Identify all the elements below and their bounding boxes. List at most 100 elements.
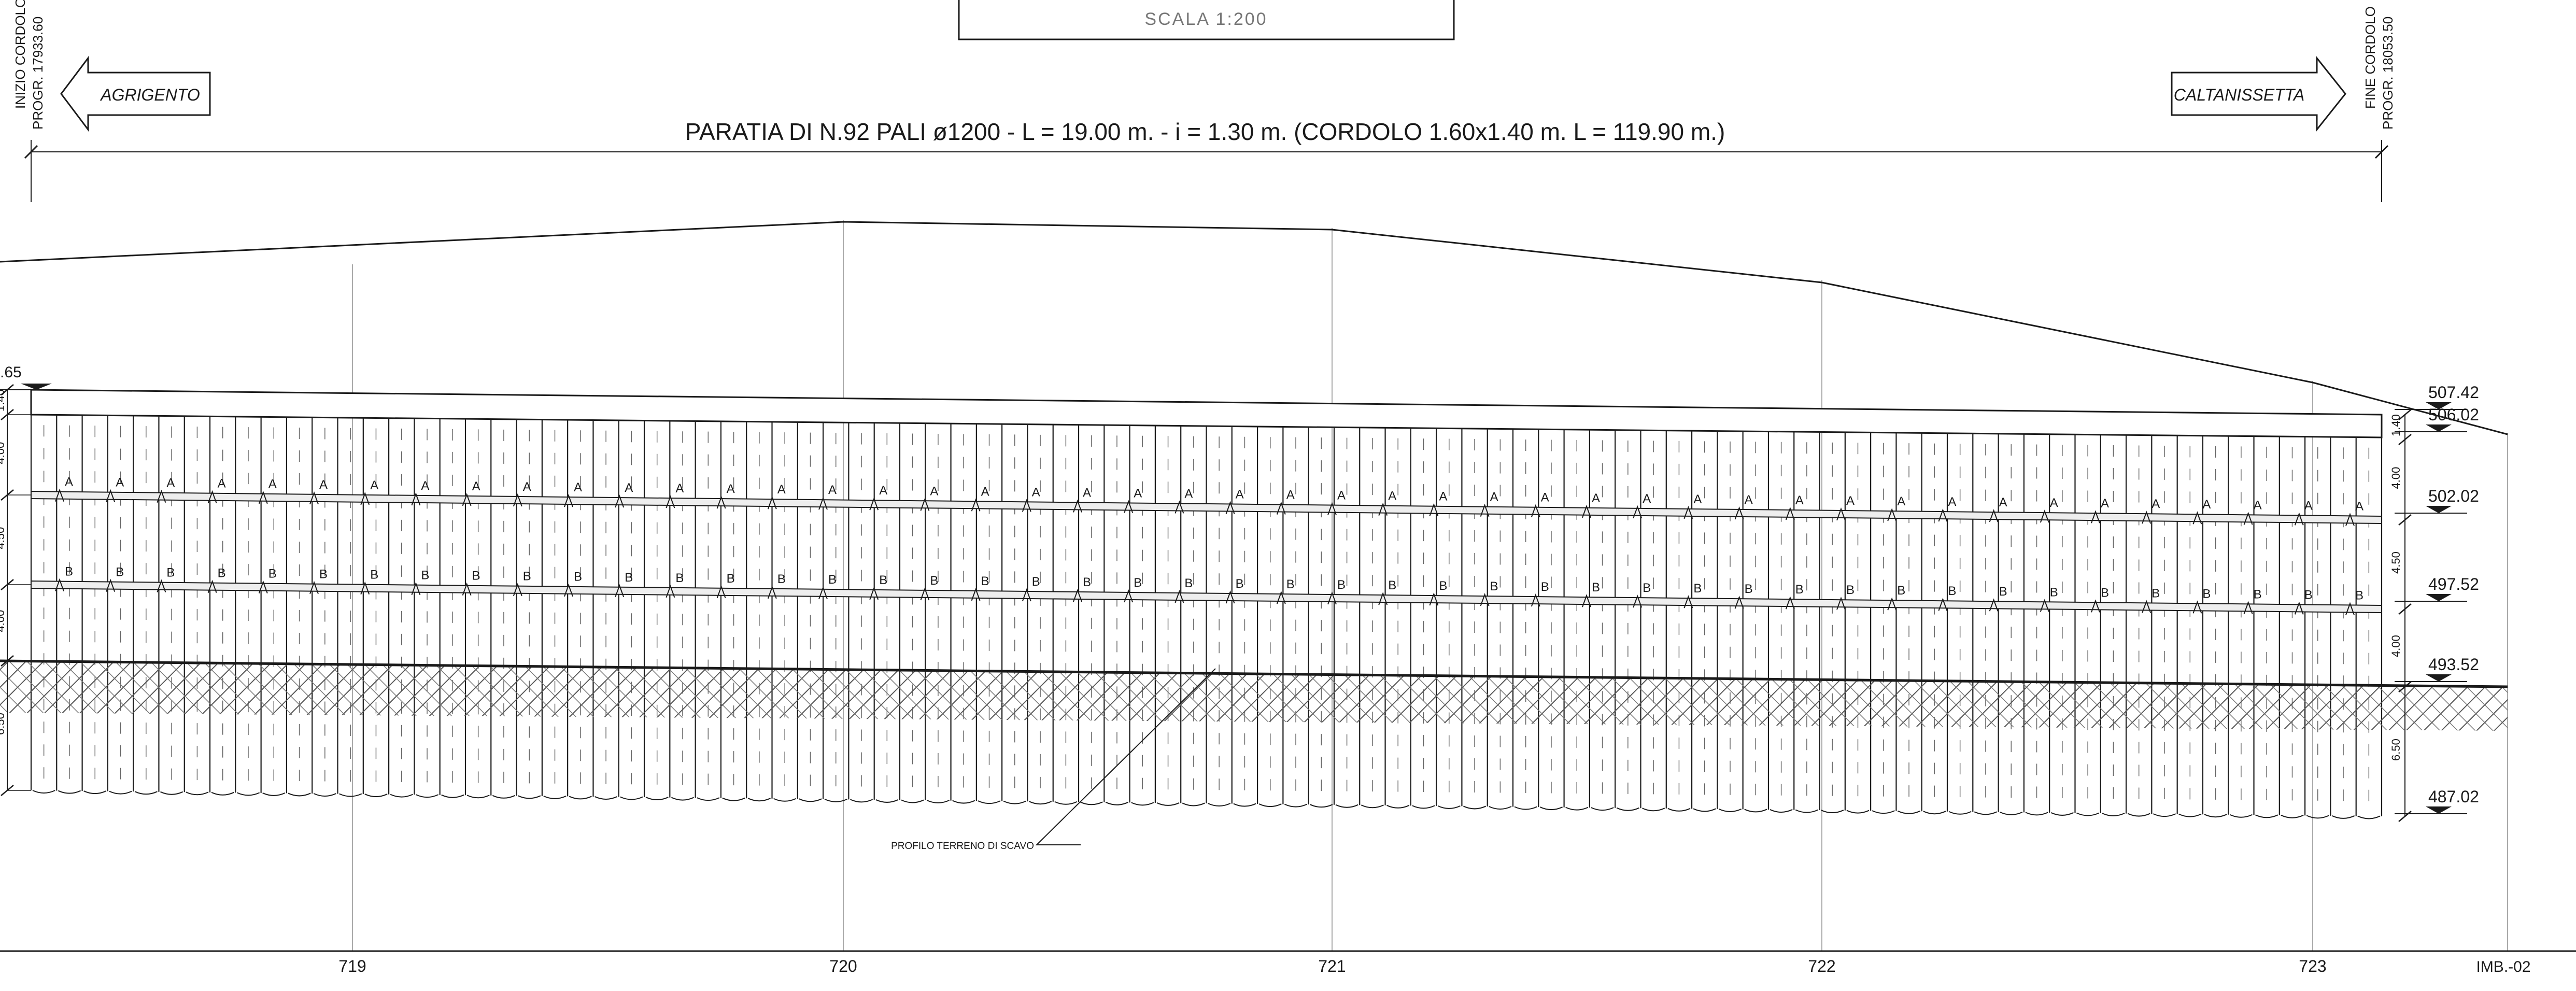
anchor-label: A: [1541, 491, 1549, 505]
anchor-icon: [2243, 601, 2253, 614]
elevation-label: 497.52: [2428, 575, 2479, 593]
anchor-icon: [1785, 596, 1795, 610]
pile-tip: [1923, 811, 1946, 815]
anchor-label: B: [1592, 581, 1600, 594]
pile-tip: [722, 797, 745, 801]
anchor-icon: [716, 585, 726, 599]
anchor-label: A: [1795, 493, 1804, 507]
elevation-marker-icon: [2426, 424, 2452, 432]
elevation-marker-icon: [2426, 806, 2452, 814]
anchor-label: B: [2304, 588, 2313, 602]
anchor-label: A: [1439, 490, 1447, 504]
anchor-label: A: [2254, 498, 2262, 512]
anchor-icon: [1225, 501, 1235, 514]
pile-tip: [1437, 805, 1461, 809]
anchor-icon: [106, 489, 116, 502]
pile-tip: [2153, 813, 2176, 817]
elevation-label: 493.52: [2428, 655, 2479, 674]
direction-right-label: CALTANISSETTA: [2174, 86, 2304, 104]
anchor-label: A: [523, 480, 531, 494]
direction-left-label: AGRIGENTO: [100, 86, 200, 104]
elevation-marker-icon: [2426, 594, 2452, 601]
anchor-icon: [1480, 593, 1490, 606]
anchor-row-a: A A A A A A A A A A A A A A A A A A A A A A A A A A A A A A A A A A A A A A A A…: [31, 475, 2382, 526]
pile-tip: [1258, 803, 1282, 808]
pile-tip: [160, 791, 183, 795]
pile-tip: [58, 790, 81, 794]
anchor-label: A: [777, 483, 786, 497]
anchor-label: A: [1236, 487, 1244, 501]
pile-tip: [1898, 810, 1921, 814]
anchor-label: A: [472, 479, 480, 493]
anchor-label: A: [1134, 486, 1142, 500]
anchor-icon: [971, 587, 981, 601]
pile-tip: [1846, 810, 1870, 814]
pile-tip: [1539, 806, 1563, 811]
anchor-icon: [869, 497, 879, 511]
pile-tip: [1335, 804, 1358, 808]
anchor-icon: [2345, 602, 2355, 615]
anchor-icon: [1734, 596, 1744, 609]
anchor-icon: [2142, 600, 2152, 613]
anchor-label: A: [1083, 486, 1091, 500]
anchor-label: B: [65, 565, 73, 579]
elevation-label: 502.02: [2428, 487, 2479, 505]
station-label: 722: [1808, 957, 1835, 975]
pile-tip: [901, 799, 924, 803]
anchor-icon: [2040, 509, 2049, 523]
pile-tip: [1029, 801, 1052, 805]
anchor-icon: [1378, 502, 1388, 516]
anchor-label: B: [2101, 586, 2109, 600]
pile-tip: [1514, 806, 1537, 810]
anchor-icon: [360, 581, 370, 595]
dimension-label: 1.40: [0, 389, 7, 412]
anchor-label: B: [523, 570, 531, 584]
pile-tip: [2357, 815, 2381, 819]
anchor-label: A: [1184, 487, 1193, 501]
anchor-icon: [1633, 594, 1643, 608]
anchor-icon: [716, 496, 726, 509]
anchor-icon: [1531, 504, 1540, 518]
dimension-label: 4.00: [0, 442, 7, 464]
arrow-left-icon: [60, 55, 211, 132]
pile-tip: [2204, 814, 2227, 818]
anchor-icon: [2345, 513, 2355, 526]
pile-wall: [30, 415, 2383, 819]
anchor-label: B: [777, 572, 786, 586]
pile-tip: [1616, 807, 1639, 811]
pile-tip: [1412, 805, 1435, 809]
anchor-icon: [767, 496, 777, 509]
anchor-label: A: [2050, 496, 2058, 510]
pile-tip: [390, 794, 413, 798]
anchor-label: B: [1083, 575, 1091, 589]
anchor-icon: [818, 497, 828, 510]
anchor-label: B: [218, 567, 226, 581]
pile-tip: [2025, 812, 2048, 816]
anchor-label: B: [1134, 576, 1142, 590]
anchor-label: A: [268, 477, 277, 491]
pile-tip: [926, 800, 950, 804]
anchor-icon: [767, 585, 777, 599]
pile-tip: [645, 797, 669, 801]
anchor-icon: [513, 583, 522, 597]
pile-tip: [1386, 804, 1410, 809]
pile-tip: [186, 791, 209, 796]
anchor-label: A: [1286, 488, 1295, 502]
anchor-icon: [2091, 510, 2100, 523]
pile-tip: [83, 790, 107, 795]
anchor-label: B: [981, 574, 989, 588]
anchor-icon: [971, 498, 981, 512]
anchor-label: B: [1032, 575, 1040, 589]
anchor-icon: [615, 494, 625, 508]
pile-tip: [262, 792, 286, 796]
station-label: 720: [829, 957, 857, 975]
anchor-icon: [513, 493, 522, 507]
pile-tip: [518, 795, 541, 799]
anchor-icon: [1174, 590, 1184, 603]
pile-tip: [1054, 801, 1078, 805]
pile-tip: [569, 796, 592, 800]
anchor-icon: [462, 492, 472, 506]
anchor-label: A: [879, 484, 887, 498]
pile-tip: [875, 799, 899, 803]
